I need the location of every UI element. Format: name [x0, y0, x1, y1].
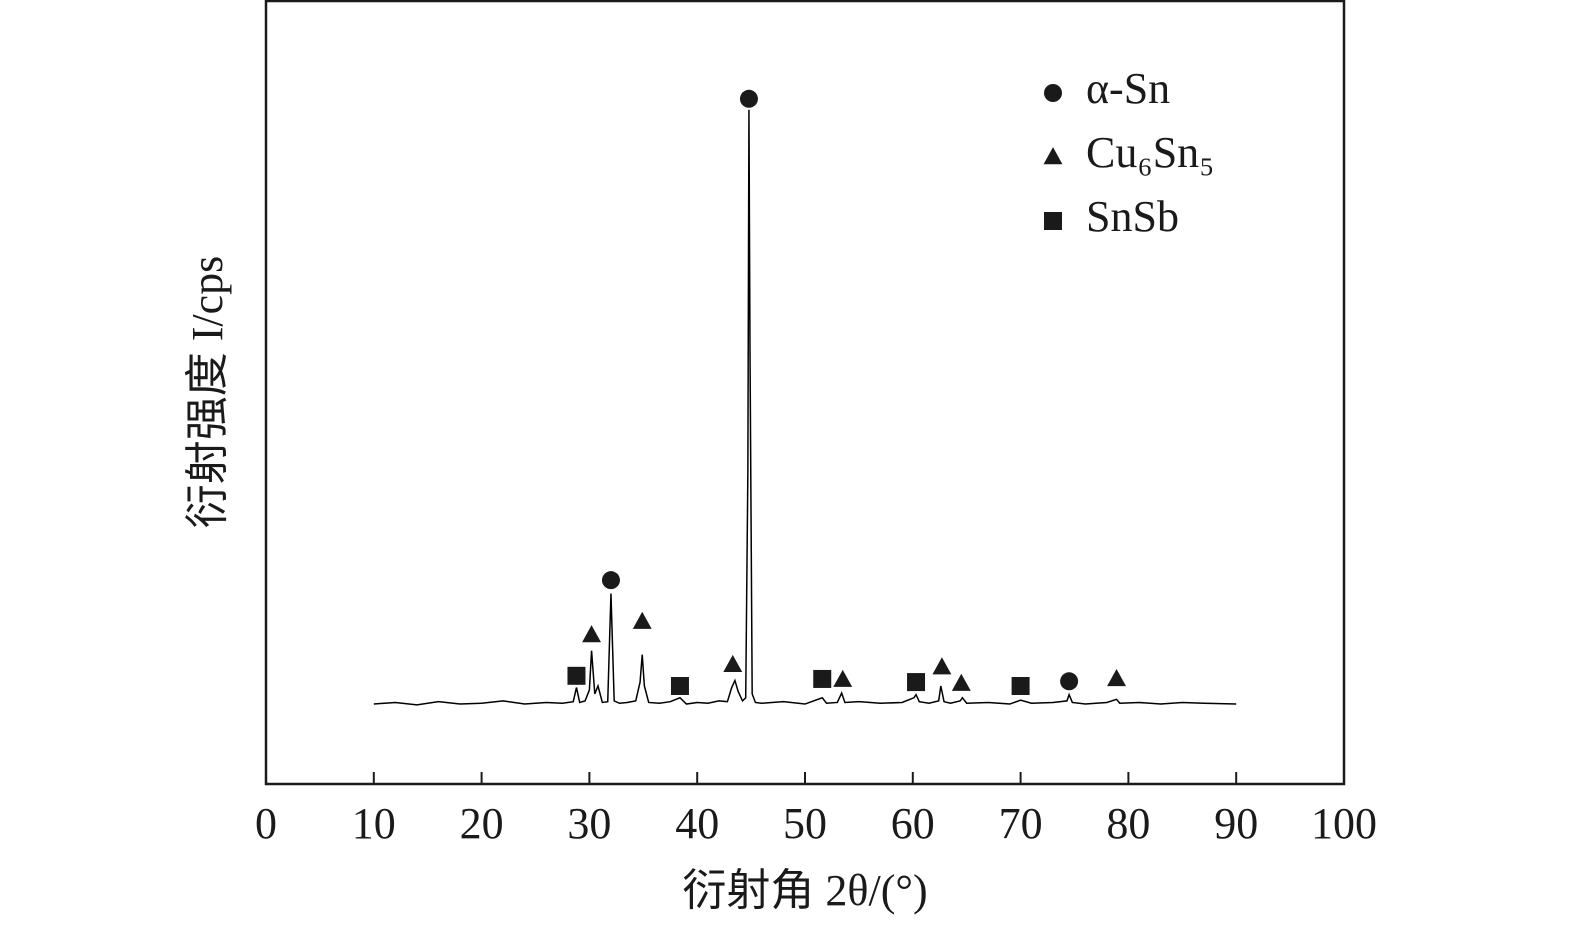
phase-marker [932, 657, 952, 675]
phase-marker [951, 673, 971, 691]
x-tick-label: 50 [783, 799, 827, 848]
diffraction-line [373, 109, 1237, 706]
legend-marker [1044, 212, 1062, 230]
x-tick-label: 60 [891, 799, 935, 848]
x-tick-label: 10 [352, 799, 396, 848]
phase-marker [1107, 669, 1126, 687]
y-axis-label: 衍射强度 I/cps [183, 256, 232, 529]
x-tick-label: 90 [1214, 799, 1258, 848]
x-tick-label: 70 [999, 799, 1043, 848]
x-tick-label: 100 [1311, 799, 1377, 848]
x-tick-label: 30 [567, 799, 611, 848]
phase-marker [907, 673, 926, 692]
phase-marker [723, 654, 743, 673]
phase-marker [567, 666, 586, 685]
phase-marker [1060, 672, 1079, 691]
x-axis-label: 衍射角 2θ/(°) [682, 866, 927, 915]
x-tick-label: 80 [1106, 799, 1150, 848]
x-tick-label: 0 [255, 799, 277, 848]
phase-marker [582, 625, 602, 643]
legend-label: SnSb [1086, 192, 1179, 241]
x-tick-label: 20 [460, 799, 504, 848]
x-tick-label: 40 [675, 799, 719, 848]
phase-marker [833, 669, 853, 687]
phase-marker [1011, 677, 1030, 695]
phase-marker [632, 611, 652, 629]
plot-frame [264, 0, 1346, 786]
phase-marker [813, 669, 832, 688]
legend-label: Cu₆Sn₅ [1086, 128, 1215, 177]
legend-label: α-Sn [1086, 64, 1170, 113]
phase-marker [739, 89, 758, 108]
phase-marker [601, 571, 620, 590]
legend-marker [1043, 147, 1063, 165]
phase-marker [670, 677, 689, 695]
legend-marker [1044, 84, 1062, 102]
